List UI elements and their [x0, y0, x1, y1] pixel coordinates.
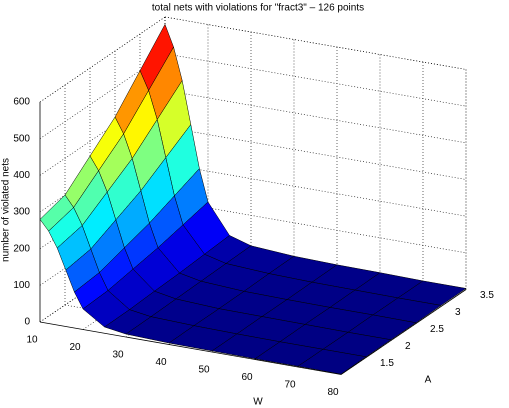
z-axis-label: number of violated nets — [1, 158, 12, 262]
z-tick-label: 500 — [13, 133, 30, 144]
z-tick-label: 100 — [13, 280, 30, 291]
x-tick-label: 80 — [327, 387, 339, 398]
x-tick-label: 10 — [26, 335, 38, 346]
z-tick-label: 200 — [13, 243, 30, 254]
grid-line — [39, 16, 166, 103]
surface-patch — [297, 349, 367, 375]
z-tick-label: 600 — [13, 97, 30, 108]
grid-line — [39, 53, 166, 139]
x-tick-label: 40 — [155, 357, 167, 368]
axis-line — [39, 321, 342, 375]
x-tick-label: 70 — [284, 380, 296, 391]
y-tick-label: 3 — [455, 307, 461, 318]
x-tick-label: 60 — [241, 372, 253, 383]
y-tick-label: 3.5 — [480, 290, 494, 301]
grid-line — [340, 289, 467, 375]
z-tick-label: 300 — [13, 207, 30, 218]
y-tick-label: 1.5 — [380, 358, 394, 369]
x-axis-label: W — [253, 397, 263, 408]
z-tick-label: 0 — [24, 317, 30, 328]
y-tick-label: 2.5 — [430, 324, 444, 335]
x-tick-label: 20 — [69, 342, 81, 353]
z-tick-label: 400 — [13, 170, 30, 181]
y-axis-label: A — [425, 375, 432, 386]
x-tick-label: 50 — [198, 365, 210, 376]
grid-line — [39, 90, 166, 176]
y-tick-label: 2 — [405, 341, 411, 352]
x-tick-label: 30 — [112, 350, 124, 361]
chart-title: total nets with violations for "fract3" … — [152, 3, 364, 14]
